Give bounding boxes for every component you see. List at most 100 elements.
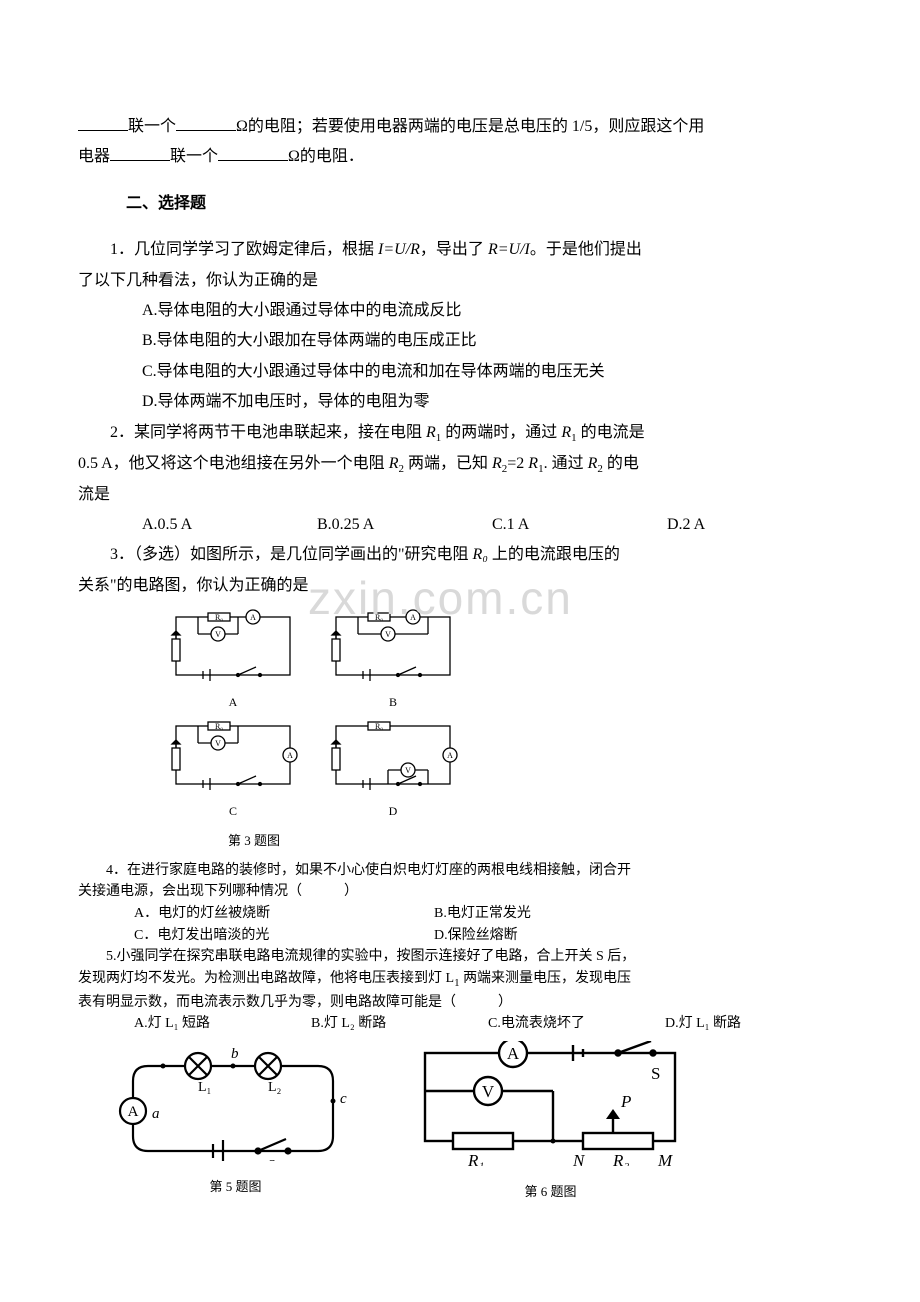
bottom-diagrams: A a b c L₁ L₂ S 第 5 题图	[118, 1041, 842, 1204]
txt: Ω的电阻．	[288, 148, 364, 165]
circuit-C-icon: R₀ V A	[168, 718, 298, 798]
q2-optB: B.0.25 A	[317, 510, 492, 540]
fig5-c: c	[340, 1091, 347, 1107]
fig5-A: A	[128, 1104, 139, 1120]
svg-text:V: V	[385, 630, 391, 639]
blank	[78, 114, 128, 131]
svg-text:V: V	[405, 766, 411, 775]
svg-text:A: A	[410, 613, 416, 622]
var: R	[528, 455, 538, 472]
var: R₀	[473, 546, 488, 563]
fig6-caption: 第 6 题图	[413, 1180, 688, 1205]
q3-stem2: 关系"的电路图，你认为正确的是	[78, 571, 842, 601]
q4-row1: A．电灯的灯丝被烧断 B.电灯正常发光	[78, 903, 842, 925]
txt: 两端，已知	[404, 455, 492, 472]
q4-optC: C．电灯发出暗淡的光	[134, 925, 434, 947]
q2-optD: D.2 A	[667, 510, 842, 540]
blank	[176, 114, 236, 131]
q4-optA: A．电灯的灯丝被烧断	[134, 903, 434, 925]
var: R	[588, 455, 598, 472]
svg-text:R₀: R₀	[215, 613, 223, 622]
q4-row2: C．电灯发出暗淡的光 D.保险丝熔断	[78, 925, 842, 947]
intro-line1: 联一个Ω的电阻；若要使用电器两端的电压是总电压的 1/5，则应跟这个用	[78, 112, 842, 142]
fig5-circuit-icon: A a b c L₁ L₂ S	[118, 1041, 353, 1161]
formula: R=U/I	[488, 241, 530, 258]
q5-optC: C.电流表烧坏了	[488, 1013, 665, 1035]
fig6-A: A	[507, 1044, 520, 1063]
circuit-A-icon: R₀ A V	[168, 609, 298, 689]
var: R	[561, 424, 571, 441]
txt: 1．几位同学学习了欧姆定律后，根据	[110, 241, 378, 258]
q4-stem1: 4．在进行家庭电路的装修时，如果不小心使白炽电灯灯座的两根电线相接触，闭合开	[78, 860, 842, 882]
circuit-B-icon: R₀ A V	[328, 609, 458, 689]
svg-text:A: A	[447, 751, 453, 760]
txt: . 通过	[544, 455, 588, 472]
fig5-L2: L₂	[268, 1080, 282, 1095]
svg-text:R₀: R₀	[375, 722, 383, 731]
svg-text:R₀: R₀	[215, 722, 223, 731]
fig6-R2: R₂	[612, 1151, 629, 1166]
svg-text:A: A	[250, 613, 256, 622]
fig5-S: S	[268, 1158, 276, 1161]
q5-options: A.灯 L₁ 短路 B.灯 L₂ 断路 C.电流表烧坏了 D.灯 L₁ 断路	[78, 1013, 842, 1035]
q2-options: A.0.5 A B.0.25 A C.1 A D.2 A	[78, 510, 842, 540]
txt: 两端来测量电压，发现电压	[460, 971, 632, 986]
txt: ，导出了	[420, 241, 488, 258]
formula: I=U/R	[378, 241, 420, 258]
q3-labelB: B	[328, 691, 458, 714]
fig6-circuit-icon: A V S P R₁ N R₂ M	[413, 1041, 688, 1166]
q5-optA: A.灯 L₁ 短路	[134, 1013, 311, 1035]
var: R	[426, 424, 436, 441]
fig6-N: N	[572, 1151, 586, 1166]
q3-labelD: D	[328, 800, 458, 823]
txt: 联一个	[128, 118, 176, 135]
fig5-a: a	[152, 1106, 160, 1122]
svg-text:V: V	[215, 739, 221, 748]
q2-optA: A.0.5 A	[142, 510, 317, 540]
fig5-caption: 第 5 题图	[118, 1175, 353, 1200]
svg-text:R₀: R₀	[375, 613, 383, 622]
fig5-L1: L₁	[198, 1080, 211, 1095]
blank	[218, 144, 288, 161]
q2-optC: C.1 A	[492, 510, 667, 540]
fig6-P: P	[620, 1092, 631, 1111]
txt: 上的电流跟电压的	[488, 546, 620, 563]
fig5-b: b	[231, 1046, 239, 1062]
q2-stem2: 0.5 A，他又将这个电池组接在另外一个电阻 R2 两端，已知 R2=2 R1.…	[78, 449, 842, 480]
q3-labelC: C	[168, 800, 298, 823]
fig6-R1: R₁	[467, 1151, 484, 1166]
q3-labelA: A	[168, 691, 298, 714]
q1-stem: 1．几位同学学习了欧姆定律后，根据 I=U/R，导出了 R=U/I。于是他们提出	[78, 235, 842, 265]
txt: 发现两灯均不发光。为检测出电路故障，他将电压表接到灯 L	[78, 971, 454, 986]
txt: 0.5 A，他又将这个电池组接在另外一个电阻	[78, 455, 389, 472]
q2-stem: 2．某同学将两节干电池串联起来，接在电阻 R1 的两端时，通过 R1 的电流是	[78, 418, 842, 449]
q3-stem: 3．（多选）如图所示，是几位同学画出的"研究电阻 R₀ 上的电流跟电压的	[78, 540, 842, 570]
svg-text:V: V	[215, 630, 221, 639]
q3-caption: 第 3 题图	[228, 829, 842, 854]
svg-text:A: A	[287, 751, 293, 760]
fig6-M: M	[657, 1151, 673, 1166]
txt: 的电	[603, 455, 639, 472]
q2-stem3: 流是	[78, 480, 842, 510]
txt: 的电流是	[577, 424, 645, 441]
txt: 。于是他们提出	[530, 241, 642, 258]
circuit-D-icon: R₀ A V	[328, 718, 458, 798]
txt: 2．某同学将两节干电池串联起来，接在电阻	[110, 424, 426, 441]
q5-stem2: 发现两灯均不发光。为检测出电路故障，他将电压表接到灯 L1 两端来测量电压，发现…	[78, 968, 842, 992]
q5-optB: B.灯 L₂ 断路	[311, 1013, 488, 1035]
section-heading: 二、选择题	[78, 189, 842, 219]
var: R	[492, 455, 502, 472]
var: R	[389, 455, 399, 472]
fig6-V: V	[482, 1082, 495, 1101]
q1-optB: B.导体电阻的大小跟加在导体两端的电压成正比	[78, 326, 842, 356]
txt: 的两端时，通过	[441, 424, 561, 441]
q3-diagrams: R₀ A V A	[168, 609, 842, 853]
q5-stem1: 5.小强同学在探究串联电路电流规律的实验中，按图示连接好了电路，合上开关 S 后…	[78, 946, 842, 968]
fig6-S: S	[651, 1064, 660, 1083]
q5-stem3: 表有明显示数，而电流表示数几乎为零，则电路故障可能是（ ）	[78, 992, 842, 1014]
q1-optA: A.导体电阻的大小跟通过导体中的电流成反比	[78, 296, 842, 326]
txt: =2	[507, 455, 528, 472]
q1-optD: D.导体两端不加电压时，导体的电阻为零	[78, 387, 842, 417]
txt: 联一个	[170, 148, 218, 165]
q4-stem2: 关接通电源，会出现下列哪种情况（ ）	[78, 881, 842, 903]
